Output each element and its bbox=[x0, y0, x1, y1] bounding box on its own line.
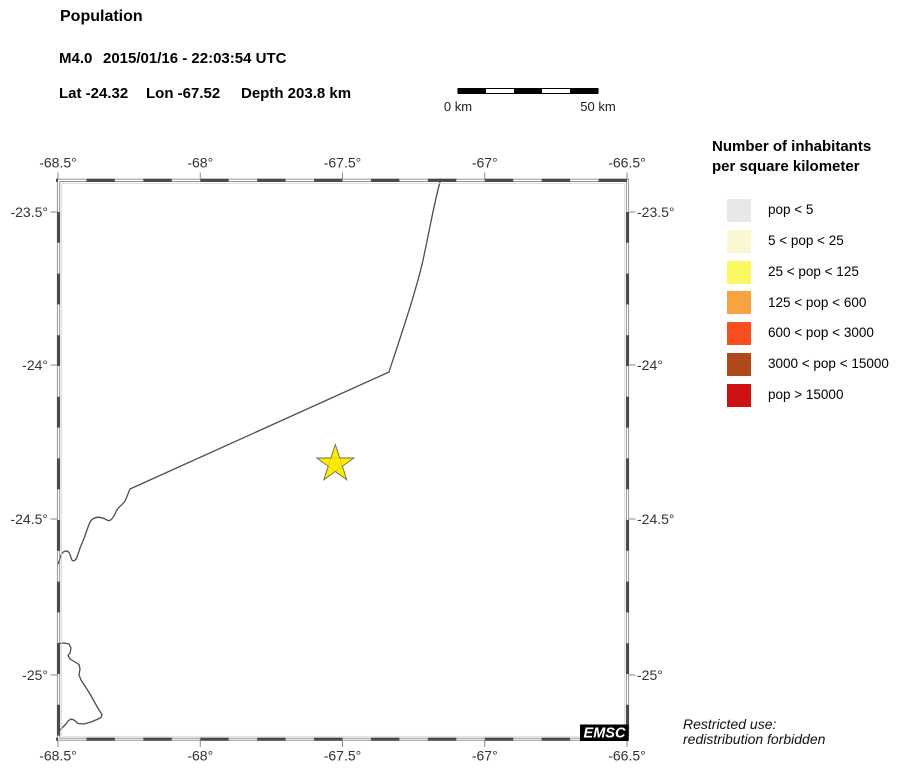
svg-text:-66.5°: -66.5° bbox=[608, 748, 646, 764]
svg-text:-24°: -24° bbox=[22, 357, 48, 373]
svg-text:-68.5°: -68.5° bbox=[39, 155, 77, 171]
svg-text:-68.5°: -68.5° bbox=[39, 748, 77, 764]
svg-text:-24°: -24° bbox=[637, 357, 663, 373]
svg-text:-25°: -25° bbox=[637, 667, 663, 683]
svg-text:-23.5°: -23.5° bbox=[637, 204, 675, 220]
svg-text:-68°: -68° bbox=[187, 748, 213, 764]
svg-text:-67°: -67° bbox=[472, 155, 498, 171]
svg-text:-67°: -67° bbox=[472, 748, 498, 764]
svg-text:0 km: 0 km bbox=[444, 99, 472, 114]
svg-text:-67.5°: -67.5° bbox=[324, 155, 362, 171]
svg-text:EMSC: EMSC bbox=[584, 726, 626, 742]
svg-text:50 km: 50 km bbox=[580, 99, 615, 114]
svg-text:-23.5°: -23.5° bbox=[10, 204, 48, 220]
svg-text:-24.5°: -24.5° bbox=[637, 511, 675, 527]
svg-text:-66.5°: -66.5° bbox=[608, 155, 646, 171]
svg-text:-68°: -68° bbox=[187, 155, 213, 171]
svg-text:-24.5°: -24.5° bbox=[10, 511, 48, 527]
svg-text:-25°: -25° bbox=[22, 667, 48, 683]
svg-text:-67.5°: -67.5° bbox=[324, 748, 362, 764]
